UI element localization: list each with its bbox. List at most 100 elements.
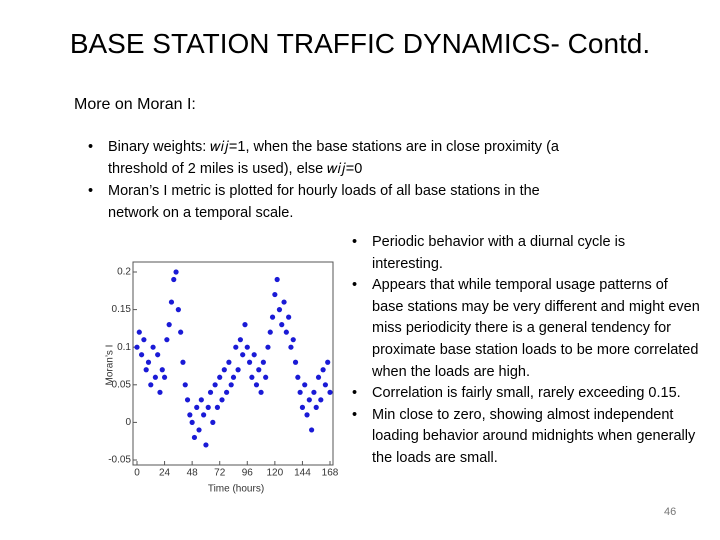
point (203, 442, 209, 448)
point (249, 374, 255, 380)
point (313, 404, 319, 410)
x-tick-label: 24 (159, 468, 171, 479)
point (297, 389, 303, 395)
point (134, 344, 140, 350)
point (178, 329, 184, 335)
point (251, 352, 257, 358)
bullet: Moran’s I metric is plotted for hourly l… (82, 180, 582, 224)
point (217, 374, 223, 380)
y-axis-label: Moran’s I (105, 345, 116, 386)
point (164, 337, 170, 343)
point (269, 314, 276, 320)
point (141, 337, 147, 343)
point (311, 389, 317, 395)
point (212, 382, 218, 388)
point (283, 329, 289, 335)
point (196, 427, 202, 433)
y-tick-label: 0.05 (112, 379, 132, 390)
point (290, 337, 296, 343)
x-tick-label: 72 (214, 468, 226, 479)
point (138, 352, 145, 358)
point (159, 367, 165, 373)
y-tick-label: 0 (125, 417, 131, 428)
point (230, 374, 237, 380)
y-tick-label: 0.15 (112, 304, 132, 315)
point (306, 397, 312, 403)
point (182, 382, 188, 388)
x-axis-label: Time (hours) (208, 484, 264, 495)
y-tick-label: 0.1 (117, 342, 131, 353)
point (267, 329, 273, 335)
point (279, 322, 285, 328)
slide-title: BASE STATION TRAFFIC DYNAMICS- Contd. (69, 28, 651, 59)
point (201, 412, 207, 418)
x-tick-label: 0 (134, 468, 140, 479)
point (207, 389, 214, 395)
point (210, 419, 216, 425)
point (191, 434, 198, 441)
page-number: 46 (664, 506, 677, 518)
right-bullets: Periodic behavior with a diurnal cycle i… (346, 232, 700, 470)
point (320, 367, 326, 373)
point (258, 389, 264, 395)
point (148, 382, 154, 388)
point (292, 359, 299, 365)
point (242, 322, 248, 328)
point (145, 359, 152, 365)
point (205, 404, 211, 410)
point (226, 359, 232, 365)
point (184, 397, 191, 403)
point (235, 367, 241, 373)
x-tick-label: 48 (187, 468, 199, 479)
point (150, 344, 156, 350)
point (173, 269, 179, 275)
x-tick-label: 120 (267, 468, 284, 479)
point (286, 314, 292, 320)
point (263, 374, 269, 380)
y-tick-label: 0.2 (117, 267, 131, 278)
point (187, 412, 193, 418)
point (274, 276, 280, 283)
point (198, 397, 204, 403)
x-tick-label: 144 (294, 468, 311, 479)
point (166, 322, 172, 328)
point (155, 352, 161, 358)
point (219, 397, 225, 403)
point (168, 299, 175, 305)
point (327, 389, 333, 395)
x-tick-label: 96 (242, 468, 254, 479)
point (299, 404, 306, 410)
point (244, 344, 250, 350)
point (304, 412, 310, 418)
point (143, 367, 149, 373)
point (228, 382, 234, 388)
point (309, 427, 315, 433)
point (272, 291, 278, 298)
point (175, 307, 181, 313)
point (161, 374, 168, 380)
bullet: Appears that while temporal usage patter… (346, 275, 700, 383)
point (136, 329, 142, 335)
point (325, 359, 331, 365)
point (237, 337, 243, 343)
point (189, 419, 195, 425)
point (265, 344, 271, 350)
point (240, 352, 246, 358)
point (260, 359, 266, 365)
top-bullets: Binary weights: 𝑤𝑖𝑗=1, when the base sta… (82, 136, 582, 224)
point (253, 382, 260, 388)
point (281, 299, 287, 305)
plot-frame (132, 261, 334, 466)
point (315, 374, 322, 380)
point (246, 359, 253, 365)
point (295, 374, 301, 380)
point (171, 276, 177, 283)
point (157, 389, 163, 395)
point (233, 344, 239, 350)
point (214, 404, 221, 410)
x-tick-label: 168 (322, 468, 339, 479)
point (152, 374, 158, 380)
point (256, 367, 262, 373)
